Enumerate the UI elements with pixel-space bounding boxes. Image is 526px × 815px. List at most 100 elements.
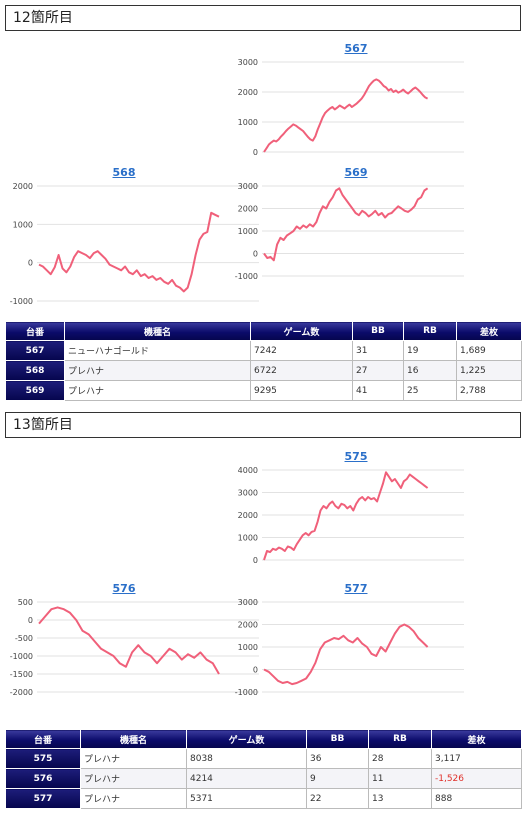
- data-chart-577: 3000 2000 1000 0 -1000: [235, 598, 464, 697]
- y-tick-label: -1000: [235, 688, 258, 697]
- table-row: 568 プレハナ 6722 27 16 1,225: [5, 360, 522, 381]
- game-count: 9295: [250, 380, 353, 401]
- bb-count: 27: [352, 360, 404, 381]
- game-count: 4214: [186, 768, 307, 789]
- y-tick-label: 2000: [13, 182, 33, 191]
- series-line: [263, 471, 429, 561]
- game-count: 7242: [250, 340, 353, 361]
- data-chart-569: 3000 2000 1000 0 -1000: [235, 182, 464, 281]
- y-tick-label: 4000: [238, 466, 258, 475]
- rb-count: 13: [368, 788, 432, 809]
- y-tick-label: -1000: [10, 297, 33, 306]
- table-row: 576 プレハナ 4214 9 11 -1,526: [5, 768, 522, 789]
- data-table: 台番 機種名 ゲーム数 BB RB 差枚 567 ニューハナゴールド 7242 …: [5, 321, 522, 401]
- coin-diff: 3,117: [431, 748, 522, 769]
- header-machine: 機種名: [80, 729, 187, 749]
- y-tick-label: 3000: [238, 489, 258, 498]
- coin-diff: -1,526: [431, 768, 522, 789]
- y-tick-label: 500: [18, 598, 33, 607]
- bb-count: 31: [352, 340, 404, 361]
- series-line: [263, 623, 429, 686]
- header-rb: RB: [403, 321, 457, 341]
- rb-count: 11: [368, 768, 432, 789]
- bb-count: 41: [352, 380, 404, 401]
- header-bb: BB: [352, 321, 404, 341]
- series-line: [38, 606, 220, 675]
- chart-link-576[interactable]: 576: [112, 582, 136, 595]
- chart-link-567[interactable]: 567: [344, 42, 368, 55]
- y-tick-label: 1000: [13, 220, 33, 229]
- rb-count: 25: [403, 380, 457, 401]
- series-line: [263, 78, 429, 153]
- y-tick-label: 2000: [238, 88, 258, 97]
- y-tick-label: 1000: [238, 118, 258, 127]
- machine-name: プレハナ: [80, 748, 187, 769]
- y-tick-label: 0: [28, 259, 33, 268]
- y-tick-label: 1000: [238, 643, 258, 652]
- game-count: 5371: [186, 788, 307, 809]
- chart-link-577[interactable]: 577: [344, 582, 368, 595]
- data-chart-568: 2000 1000 0 -1000: [10, 182, 259, 306]
- chart-link-568[interactable]: 568: [112, 166, 136, 179]
- y-tick-label: 0: [253, 666, 258, 675]
- chart-link-569[interactable]: 569: [344, 166, 368, 179]
- data-chart-567: 3000 2000 1000 0: [238, 58, 464, 157]
- y-tick-label: 1000: [238, 227, 258, 236]
- machine-number: 568: [5, 360, 65, 381]
- machine-number: 576: [5, 768, 81, 789]
- machine-name: プレハナ: [64, 360, 251, 381]
- section-title: 12箇所目: [5, 5, 521, 31]
- header-bb: BB: [306, 729, 369, 749]
- header-games: ゲーム数: [186, 729, 307, 749]
- y-tick-label: -1500: [10, 670, 33, 679]
- machine-number: 575: [5, 748, 81, 769]
- series-line: [38, 211, 220, 293]
- coin-diff: 888: [431, 788, 522, 809]
- machine-number: 577: [5, 788, 81, 809]
- game-count: 6722: [250, 360, 353, 381]
- data-chart-575: 4000 3000 2000 1000 0: [238, 466, 464, 565]
- coin-diff: 1,225: [456, 360, 522, 381]
- y-tick-label: 2000: [238, 205, 258, 214]
- data-table: 台番 機種名 ゲーム数 BB RB 差枚 575 プレハナ 8038 36 28…: [5, 729, 522, 809]
- bb-count: 9: [306, 768, 369, 789]
- table-row: 577 プレハナ 5371 22 13 888: [5, 788, 522, 809]
- bb-count: 22: [306, 788, 369, 809]
- chart-link-575[interactable]: 575: [344, 450, 368, 463]
- bb-count: 36: [306, 748, 369, 769]
- coin-diff: 2,788: [456, 380, 522, 401]
- y-tick-label: 0: [253, 148, 258, 157]
- rb-count: 28: [368, 748, 432, 769]
- header-no: 台番: [5, 729, 81, 749]
- machine-name: ニューハナゴールド: [64, 340, 251, 361]
- table-row: 575 プレハナ 8038 36 28 3,117: [5, 748, 522, 769]
- y-tick-label: 0: [253, 556, 258, 565]
- series-line: [263, 187, 429, 262]
- section-title: 13箇所目: [5, 412, 521, 438]
- header-no: 台番: [5, 321, 65, 341]
- machine-name: プレハナ: [80, 768, 187, 789]
- header-diff: 差枚: [431, 729, 522, 749]
- y-tick-label: -1000: [235, 272, 258, 281]
- table-row: 569 プレハナ 9295 41 25 2,788: [5, 380, 522, 401]
- y-tick-label: 3000: [238, 598, 258, 607]
- y-tick-label: -1000: [10, 652, 33, 661]
- header-machine: 機種名: [64, 321, 251, 341]
- machine-name: プレハナ: [80, 788, 187, 809]
- machine-name: プレハナ: [64, 380, 251, 401]
- y-tick-label: -500: [15, 634, 33, 643]
- machine-number: 567: [5, 340, 65, 361]
- rb-count: 19: [403, 340, 457, 361]
- y-tick-label: -2000: [10, 688, 33, 697]
- y-tick-label: 2000: [238, 511, 258, 520]
- y-tick-label: 1000: [238, 534, 258, 543]
- y-tick-label: 0: [253, 250, 258, 259]
- y-tick-label: 3000: [238, 182, 258, 191]
- header-diff: 差枚: [456, 321, 522, 341]
- y-tick-label: 0: [28, 616, 33, 625]
- machine-number: 569: [5, 380, 65, 401]
- header-rb: RB: [368, 729, 432, 749]
- data-chart-576: 500 0 -500 -1000 -1500 -2000: [10, 598, 259, 697]
- y-tick-label: 3000: [238, 58, 258, 67]
- y-tick-label: 2000: [238, 621, 258, 630]
